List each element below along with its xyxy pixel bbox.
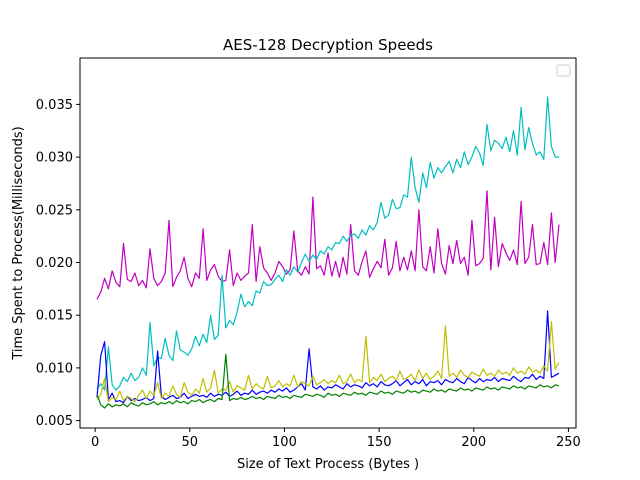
series-line-3 [96,310,560,404]
series-line-1 [96,190,560,300]
x-axis: 0 50 100 150 200 250 [91,428,581,450]
legend-box [556,64,571,77]
x-tick-label: 250 [556,435,581,450]
x-tick-label: 50 [182,435,199,450]
y-tick-label: 0.030 [36,151,73,166]
plot-frame [79,57,577,429]
x-tick-label: 150 [367,435,392,450]
series-line-2 [96,96,559,391]
y-tick-label: 0.005 [36,414,73,429]
y-tick-label: 0.010 [36,361,73,376]
x-tick-label: 200 [461,435,486,450]
x-tick-label: 100 [272,435,297,450]
y-tick-label: 0.020 [36,256,73,271]
y-tick-label: 0.025 [36,203,73,218]
series-layer [96,96,560,409]
x-tick-label: 0 [91,435,99,450]
chart-title: AES-128 Decryption Speeds [223,36,433,54]
x-axis-label: Size of Text Process (Bytes ) [237,457,419,472]
y-tick-label: 0.015 [36,309,73,324]
y-tick-label: 0.035 [36,98,73,113]
series-line-5 [96,353,560,409]
y-axis-label: Time Spent to Process(Milliseconds) [11,126,26,360]
y-axis: 0.005 0.010 0.015 0.020 0.025 0.030 0.035 [36,98,80,429]
series-line-4 [96,320,560,403]
